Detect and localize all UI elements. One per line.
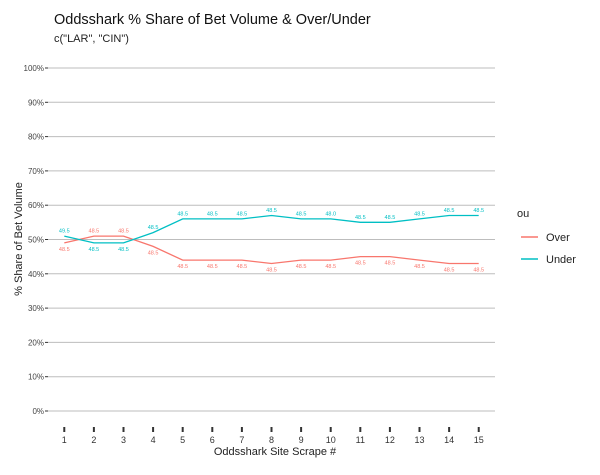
data-label: 48.5 xyxy=(355,261,366,267)
grid-lines xyxy=(48,67,495,412)
y-axis-ticks: 0% 10% 20% 30% 40% 50% 60% 70% 80% 90% 100% xyxy=(24,64,48,416)
data-label: 48.5 xyxy=(89,229,100,235)
data-label: 49.5 xyxy=(59,229,70,235)
data-label: 48.5 xyxy=(89,247,100,253)
x-tick-label: 5 xyxy=(180,435,185,445)
chart-subtitle: c("LAR", "CIN") xyxy=(54,33,129,45)
data-label: 48.0 xyxy=(325,211,336,217)
data-label: 48.5 xyxy=(355,215,366,221)
y-tick-label: 40% xyxy=(28,270,44,279)
y-tick-label: 10% xyxy=(28,373,44,382)
data-label: 48.5 xyxy=(266,208,277,214)
y-tick-label: 80% xyxy=(28,133,44,142)
data-label: 48.5 xyxy=(177,264,188,270)
y-tick-label: 90% xyxy=(28,98,44,107)
chart-title: Oddsshark % Share of Bet Volume & Over/U… xyxy=(54,12,371,28)
y-tick-label: 70% xyxy=(28,167,44,176)
x-axis-label: Oddsshark Site Scrape # xyxy=(214,446,337,458)
x-tick-label: 10 xyxy=(326,435,336,445)
x-tick-label: 9 xyxy=(299,435,304,445)
y-tick-label: 100% xyxy=(24,64,44,73)
data-labels: 48.5 48.5 48.5 48.5 48.5 48.5 48.5 48.5 48.5 48.5… xyxy=(59,208,484,274)
data-label: 48.5 xyxy=(237,264,248,270)
data-label: 48.5 xyxy=(148,225,159,231)
x-tick-label: 7 xyxy=(239,435,244,445)
data-label: 48.5 xyxy=(444,208,455,214)
x-tick-label: 4 xyxy=(151,435,156,445)
x-tick-label: 15 xyxy=(474,435,484,445)
data-label: 48.5 xyxy=(385,215,396,221)
x-tick-label: 3 xyxy=(121,435,126,445)
x-tick-label: 1 xyxy=(62,435,67,445)
x-tick-label: 2 xyxy=(91,435,96,445)
data-label: 48.5 xyxy=(414,211,425,217)
data-label: 48.5 xyxy=(237,211,248,217)
data-label: 48.5 xyxy=(296,264,307,270)
series-line-under xyxy=(64,214,479,244)
x-tick-label: 8 xyxy=(269,435,274,445)
x-tick-label: 11 xyxy=(356,435,365,445)
legend: ou Over Under xyxy=(517,208,576,266)
legend-label-over: Over xyxy=(546,232,570,244)
data-label: 48.5 xyxy=(59,247,70,253)
y-tick-label: 0% xyxy=(32,407,44,416)
data-label: 48.5 xyxy=(177,211,188,217)
data-label: 48.5 xyxy=(385,261,396,267)
data-label: 48.5 xyxy=(118,229,129,235)
legend-label-under: Under xyxy=(546,254,576,266)
legend-title: ou xyxy=(517,208,529,220)
y-tick-label: 50% xyxy=(28,236,44,245)
data-label: 48.5 xyxy=(444,268,455,274)
data-label: 48.5 xyxy=(325,264,336,270)
x-tick-label: 14 xyxy=(444,435,454,445)
data-label: 48.5 xyxy=(266,268,277,274)
data-label: 48.5 xyxy=(207,264,218,270)
y-axis-label: % Share of Bet Volume xyxy=(13,182,25,296)
data-label: 48.5 xyxy=(207,211,218,217)
data-label: 48.5 xyxy=(473,268,484,274)
x-axis-ticks: 1 2 3 4 5 6 7 8 9 10 11 12 13 14 15 xyxy=(62,427,484,445)
data-label: 48.5 xyxy=(473,208,484,214)
data-label: 48.5 xyxy=(148,250,159,256)
x-tick-label: 13 xyxy=(415,435,425,445)
legend-items: Over Under xyxy=(521,232,576,266)
y-tick-label: 20% xyxy=(28,338,44,347)
series-lines xyxy=(64,214,479,265)
x-tick-label: 6 xyxy=(210,435,215,445)
data-label: 48.5 xyxy=(118,247,129,253)
data-label: 48.5 xyxy=(414,264,425,270)
y-tick-label: 60% xyxy=(28,201,44,210)
y-tick-label: 30% xyxy=(28,304,44,313)
x-tick-label: 12 xyxy=(385,435,395,445)
data-label: 48.5 xyxy=(296,211,307,217)
